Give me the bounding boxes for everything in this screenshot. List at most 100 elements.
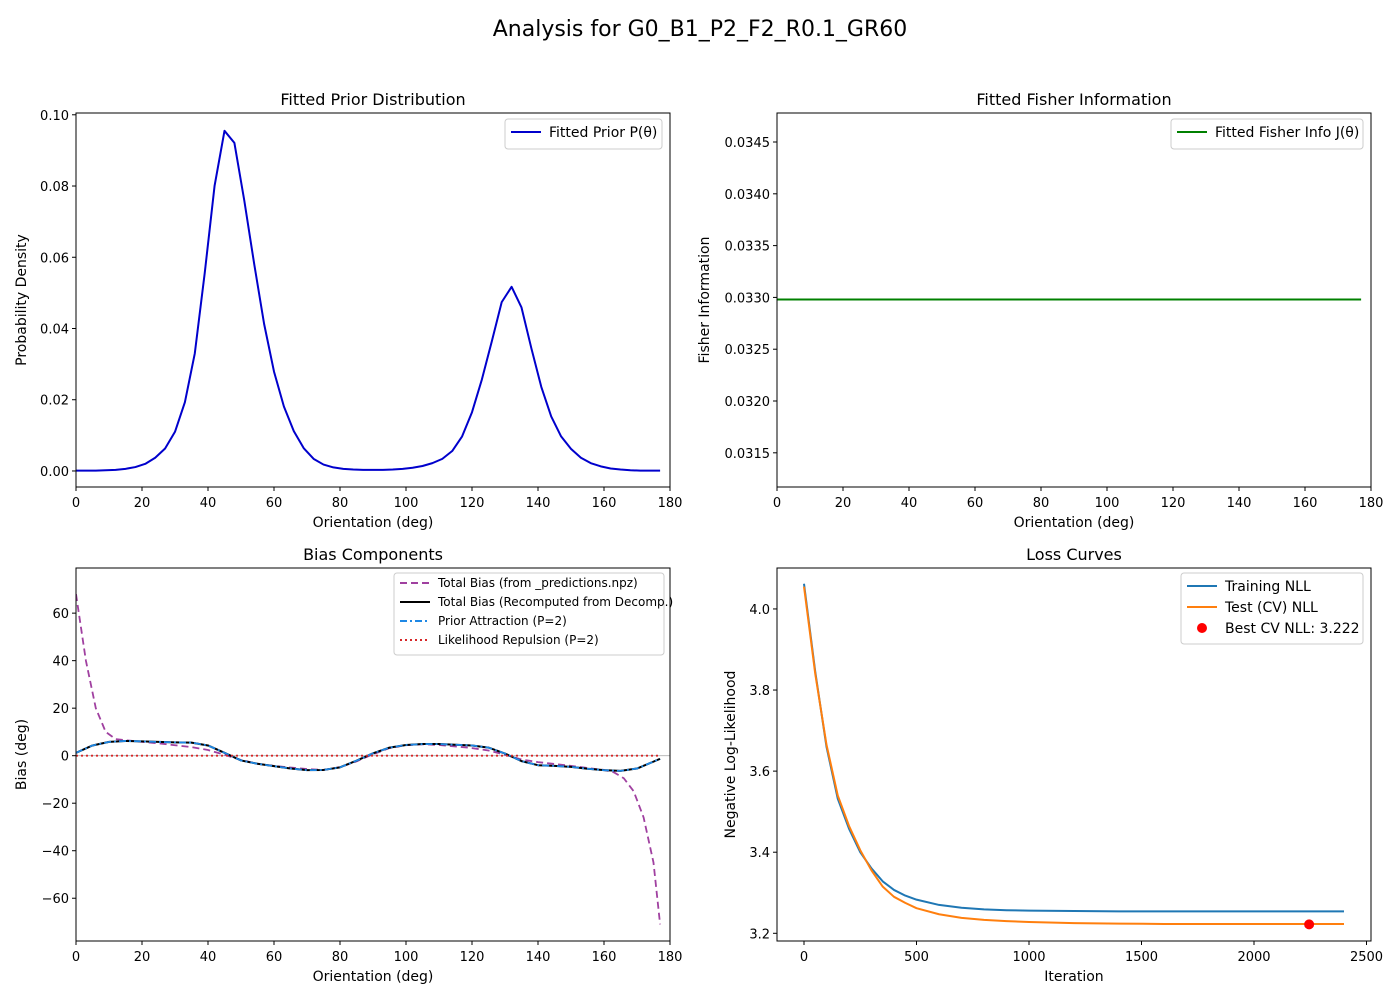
x-tick-label: 160: [592, 496, 617, 511]
x-tick-label: 60: [266, 496, 283, 511]
y-tick-label: 0.00: [40, 465, 69, 480]
y-tick-label: 0: [61, 750, 69, 765]
chart-title: Fitted Prior Distribution: [280, 90, 465, 109]
legend-box: [1170, 118, 1364, 150]
y-tick-label: 0.08: [40, 180, 69, 195]
chart-loss: Loss Curves 0 500 1000 1500 2000 2500 3.2 3.4 3.6…: [723, 545, 1383, 985]
y-tick-label: 4.0: [749, 603, 770, 618]
x-tick-label: 0: [72, 950, 80, 965]
y-tick-label: 3.4: [749, 846, 770, 861]
x-tick-label: 1500: [1125, 950, 1158, 965]
y-axis-label: Probability Density: [14, 234, 30, 366]
x-tick-label: 20: [134, 950, 151, 965]
chart-fisher: Fitted Fisher Information 0 20 40 60 80 100 120…: [697, 90, 1383, 531]
x-tick-label: 140: [1227, 496, 1252, 511]
x-axis-label: Iteration: [1044, 969, 1103, 985]
legend-label: Training NLL: [1224, 579, 1311, 595]
x-tick-label: 500: [904, 950, 929, 965]
series-line-0: [803, 583, 1344, 913]
x-tick-label: 140: [526, 496, 551, 511]
y-tick-label: 0.02: [40, 394, 69, 409]
x-tick-label: 60: [967, 496, 984, 511]
x-tick-label: 120: [460, 950, 485, 965]
x-tick-label: 40: [200, 496, 217, 511]
series-line-2: [76, 740, 661, 772]
legend-marker-swatch: [1197, 623, 1207, 633]
plot-area: [76, 129, 661, 472]
legend-label: Prior Attraction (P=2): [438, 614, 567, 628]
x-tick-label: 2000: [1237, 950, 1270, 965]
chart-title: Bias Components: [303, 545, 443, 564]
series-line-0: [76, 129, 661, 472]
legend: Training NLL Test (CV) NLL Best CV NLL: 3.…: [1180, 572, 1364, 645]
y-tick-label: 3.6: [749, 765, 770, 780]
x-tick-label: 1000: [1012, 950, 1045, 965]
charts-container: Fitted Prior Distribution 0 20 40 60 80 100 120…: [14, 90, 1383, 985]
chart-title: Loss Curves: [1026, 545, 1122, 564]
legend-label: Best CV NLL: 3.222: [1225, 621, 1360, 637]
legend-label: Test (CV) NLL: [1224, 600, 1318, 616]
y-tick-label: 40: [52, 655, 69, 670]
y-tick-label: 60: [52, 607, 69, 622]
x-tick-label: 180: [658, 496, 683, 511]
y-tick-label: 0.06: [40, 251, 69, 266]
x-tick-label: 100: [394, 950, 419, 965]
y-tick-label: 20: [52, 702, 69, 717]
legend-label: Fitted Prior P(θ): [549, 125, 657, 141]
legend: Fitted Fisher Info J(θ): [1170, 118, 1364, 150]
x-tick-label: 100: [394, 496, 419, 511]
x-tick-label: 140: [526, 950, 551, 965]
x-tick-label: 20: [835, 496, 852, 511]
y-tick-label: 0.0325: [725, 343, 771, 358]
y-tick-label: 0.0315: [725, 447, 771, 462]
legend-box: [1180, 572, 1364, 645]
x-tick-label: 0: [773, 496, 781, 511]
legend: Total Bias (from _predictions.npz) Total …: [393, 572, 673, 656]
axes-frame: [776, 112, 1372, 488]
chart-title: Fitted Fisher Information: [976, 90, 1171, 109]
y-tick-label: −40: [42, 845, 69, 860]
x-tick-label: 20: [134, 496, 151, 511]
x-tick-label: 180: [658, 950, 683, 965]
legend-label: Total Bias (Recomputed from Decomp.): [437, 595, 673, 609]
y-tick-label: 3.2: [749, 927, 770, 942]
x-tick-label: 80: [332, 950, 349, 965]
legend: Fitted Prior P(θ): [504, 118, 663, 150]
chart-bias: Bias Components 0 20 40 60 80 100 120 140 160 180 −…: [14, 545, 682, 985]
best-cv-marker: [1304, 919, 1315, 930]
x-tick-label: 40: [200, 950, 217, 965]
y-tick-label: −20: [42, 797, 69, 812]
x-tick-label: 100: [1095, 496, 1120, 511]
y-axis-label: Bias (deg): [14, 719, 30, 790]
legend-box: [504, 118, 663, 150]
figure-title: Analysis for G0_B1_P2_F2_R0.1_GR60: [493, 17, 908, 42]
x-tick-label: 80: [332, 496, 349, 511]
axes-frame: [75, 567, 671, 942]
x-axis-label: Orientation (deg): [313, 515, 434, 531]
legend-box: [393, 572, 665, 656]
axes-frame: [75, 112, 671, 488]
x-axis-label: Orientation (deg): [1014, 515, 1135, 531]
axes-frame: [776, 567, 1372, 942]
y-tick-label: 0.0345: [725, 136, 771, 151]
y-tick-label: 0.0330: [725, 291, 771, 306]
x-tick-label: 0: [800, 950, 808, 965]
y-tick-label: 0.0335: [725, 240, 771, 255]
x-tick-label: 80: [1033, 496, 1050, 511]
x-tick-label: 120: [460, 496, 485, 511]
x-tick-label: 40: [901, 496, 918, 511]
y-tick-label: −60: [42, 892, 69, 907]
y-tick-label: 0.0320: [725, 395, 771, 410]
x-tick-label: 120: [1161, 496, 1186, 511]
plot-area: [803, 583, 1344, 930]
x-tick-label: 180: [1359, 496, 1384, 511]
x-tick-label: 0: [72, 496, 80, 511]
x-tick-label: 160: [1293, 496, 1318, 511]
plot-area: [76, 593, 661, 925]
series-line-1: [803, 586, 1344, 925]
x-tick-label: 160: [592, 950, 617, 965]
legend-label: Total Bias (from _predictions.npz): [437, 576, 638, 590]
legend-label: Likelihood Repulsion (P=2): [438, 633, 599, 647]
